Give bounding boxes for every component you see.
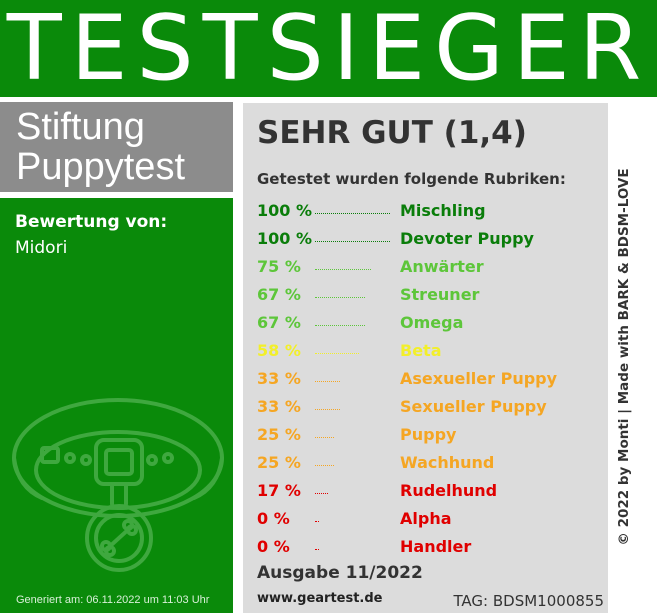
- category-score-line: [315, 353, 359, 354]
- category-row: 67 % Omega: [257, 309, 602, 337]
- categories-intro: Getestet wurden folgende Rubriken:: [257, 170, 566, 188]
- dog-collar-icon: [12, 398, 224, 572]
- category-row: 17 % Rudelhund: [257, 477, 602, 505]
- category-score-line: [315, 213, 390, 214]
- category-row: 0 % Alpha: [257, 505, 602, 533]
- category-row: 100 % Mischling: [257, 197, 602, 225]
- brand-line-2: Puppytest: [16, 146, 185, 188]
- category-row: 33 % Asexueller Puppy: [257, 365, 602, 393]
- category-percent: 25 %: [257, 425, 301, 444]
- generated-timestamp: Generiert am: 06.11.2022 um 11:03 Uhr: [16, 594, 210, 606]
- category-percent: 0 %: [257, 537, 290, 556]
- category-percent: 100 %: [257, 201, 312, 220]
- category-name: Streuner: [400, 285, 480, 304]
- category-name: Wachhund: [400, 453, 495, 472]
- category-percent: 100 %: [257, 229, 312, 248]
- category-row: 100 % Devoter Puppy: [257, 225, 602, 253]
- category-percent: 67 %: [257, 313, 301, 332]
- category-name: Mischling: [400, 201, 486, 220]
- category-percent: 25 %: [257, 453, 301, 472]
- category-percent: 17 %: [257, 481, 301, 500]
- category-name: Handler: [400, 537, 472, 556]
- category-score-line: [315, 549, 319, 550]
- category-score-line: [315, 269, 372, 270]
- category-name: Sexueller Puppy: [400, 397, 547, 416]
- category-score-line: [315, 409, 340, 410]
- category-name: Omega: [400, 313, 464, 332]
- category-name: Puppy: [400, 425, 457, 444]
- left-column: Stiftung Puppytest Bewertung von: Midori: [0, 97, 233, 613]
- results-panel: SEHR GUT (1,4) Getestet wurden folgende …: [243, 103, 608, 613]
- category-score-line: [315, 381, 340, 382]
- category-row: 58 % Beta: [257, 337, 602, 365]
- category-percent: 33 %: [257, 369, 301, 388]
- category-score-line: [315, 325, 366, 326]
- category-score-line: [315, 465, 334, 466]
- issue-label: Ausgabe 11/2022: [257, 563, 423, 583]
- reviewer-panel: Bewertung von: Midori: [0, 198, 233, 613]
- category-name: Alpha: [400, 509, 452, 528]
- category-list: 100 % Mischling 100 % Devoter Puppy 75 % Anwä…: [257, 197, 602, 561]
- category-percent: 58 %: [257, 341, 301, 360]
- category-name: Devoter Puppy: [400, 229, 534, 248]
- reviewer-label: Bewertung von:: [15, 212, 168, 232]
- category-percent: 0 %: [257, 509, 290, 528]
- brand-block: Stiftung Puppytest: [0, 102, 233, 192]
- category-row: 0 % Handler: [257, 533, 602, 561]
- category-percent: 33 %: [257, 397, 301, 416]
- category-score-line: [315, 241, 390, 242]
- overall-rating: SEHR GUT (1,4): [257, 115, 527, 151]
- category-name: Rudelhund: [400, 481, 498, 500]
- category-name: Asexueller Puppy: [400, 369, 558, 388]
- category-row: 67 % Streuner: [257, 281, 602, 309]
- category-row: 33 % Sexueller Puppy: [257, 393, 602, 421]
- category-name: Beta: [400, 341, 442, 360]
- site-url: www.geartest.de: [257, 591, 383, 606]
- category-score-line: [315, 493, 328, 494]
- category-name: Anwärter: [400, 257, 484, 276]
- category-score-line: [315, 437, 334, 438]
- category-score-line: [315, 521, 319, 522]
- brand-line-1: Stiftung: [16, 106, 145, 148]
- tag-id: TAG: BDSM1000855: [453, 592, 604, 610]
- testsieger-banner: TESTSIEGER: [0, 0, 657, 97]
- credit-strip: © 2022 by Monti | Made with BARK & BDSM-…: [610, 103, 638, 613]
- credit-text: © 2022 by Monti | Made with BARK & BDSM-…: [616, 168, 632, 546]
- reviewer-name: Midori: [15, 238, 68, 258]
- category-score-line: [315, 297, 366, 298]
- category-percent: 67 %: [257, 285, 301, 304]
- category-percent: 75 %: [257, 257, 301, 276]
- category-row: 75 % Anwärter: [257, 253, 602, 281]
- category-row: 25 % Wachhund: [257, 449, 602, 477]
- category-row: 25 % Puppy: [257, 421, 602, 449]
